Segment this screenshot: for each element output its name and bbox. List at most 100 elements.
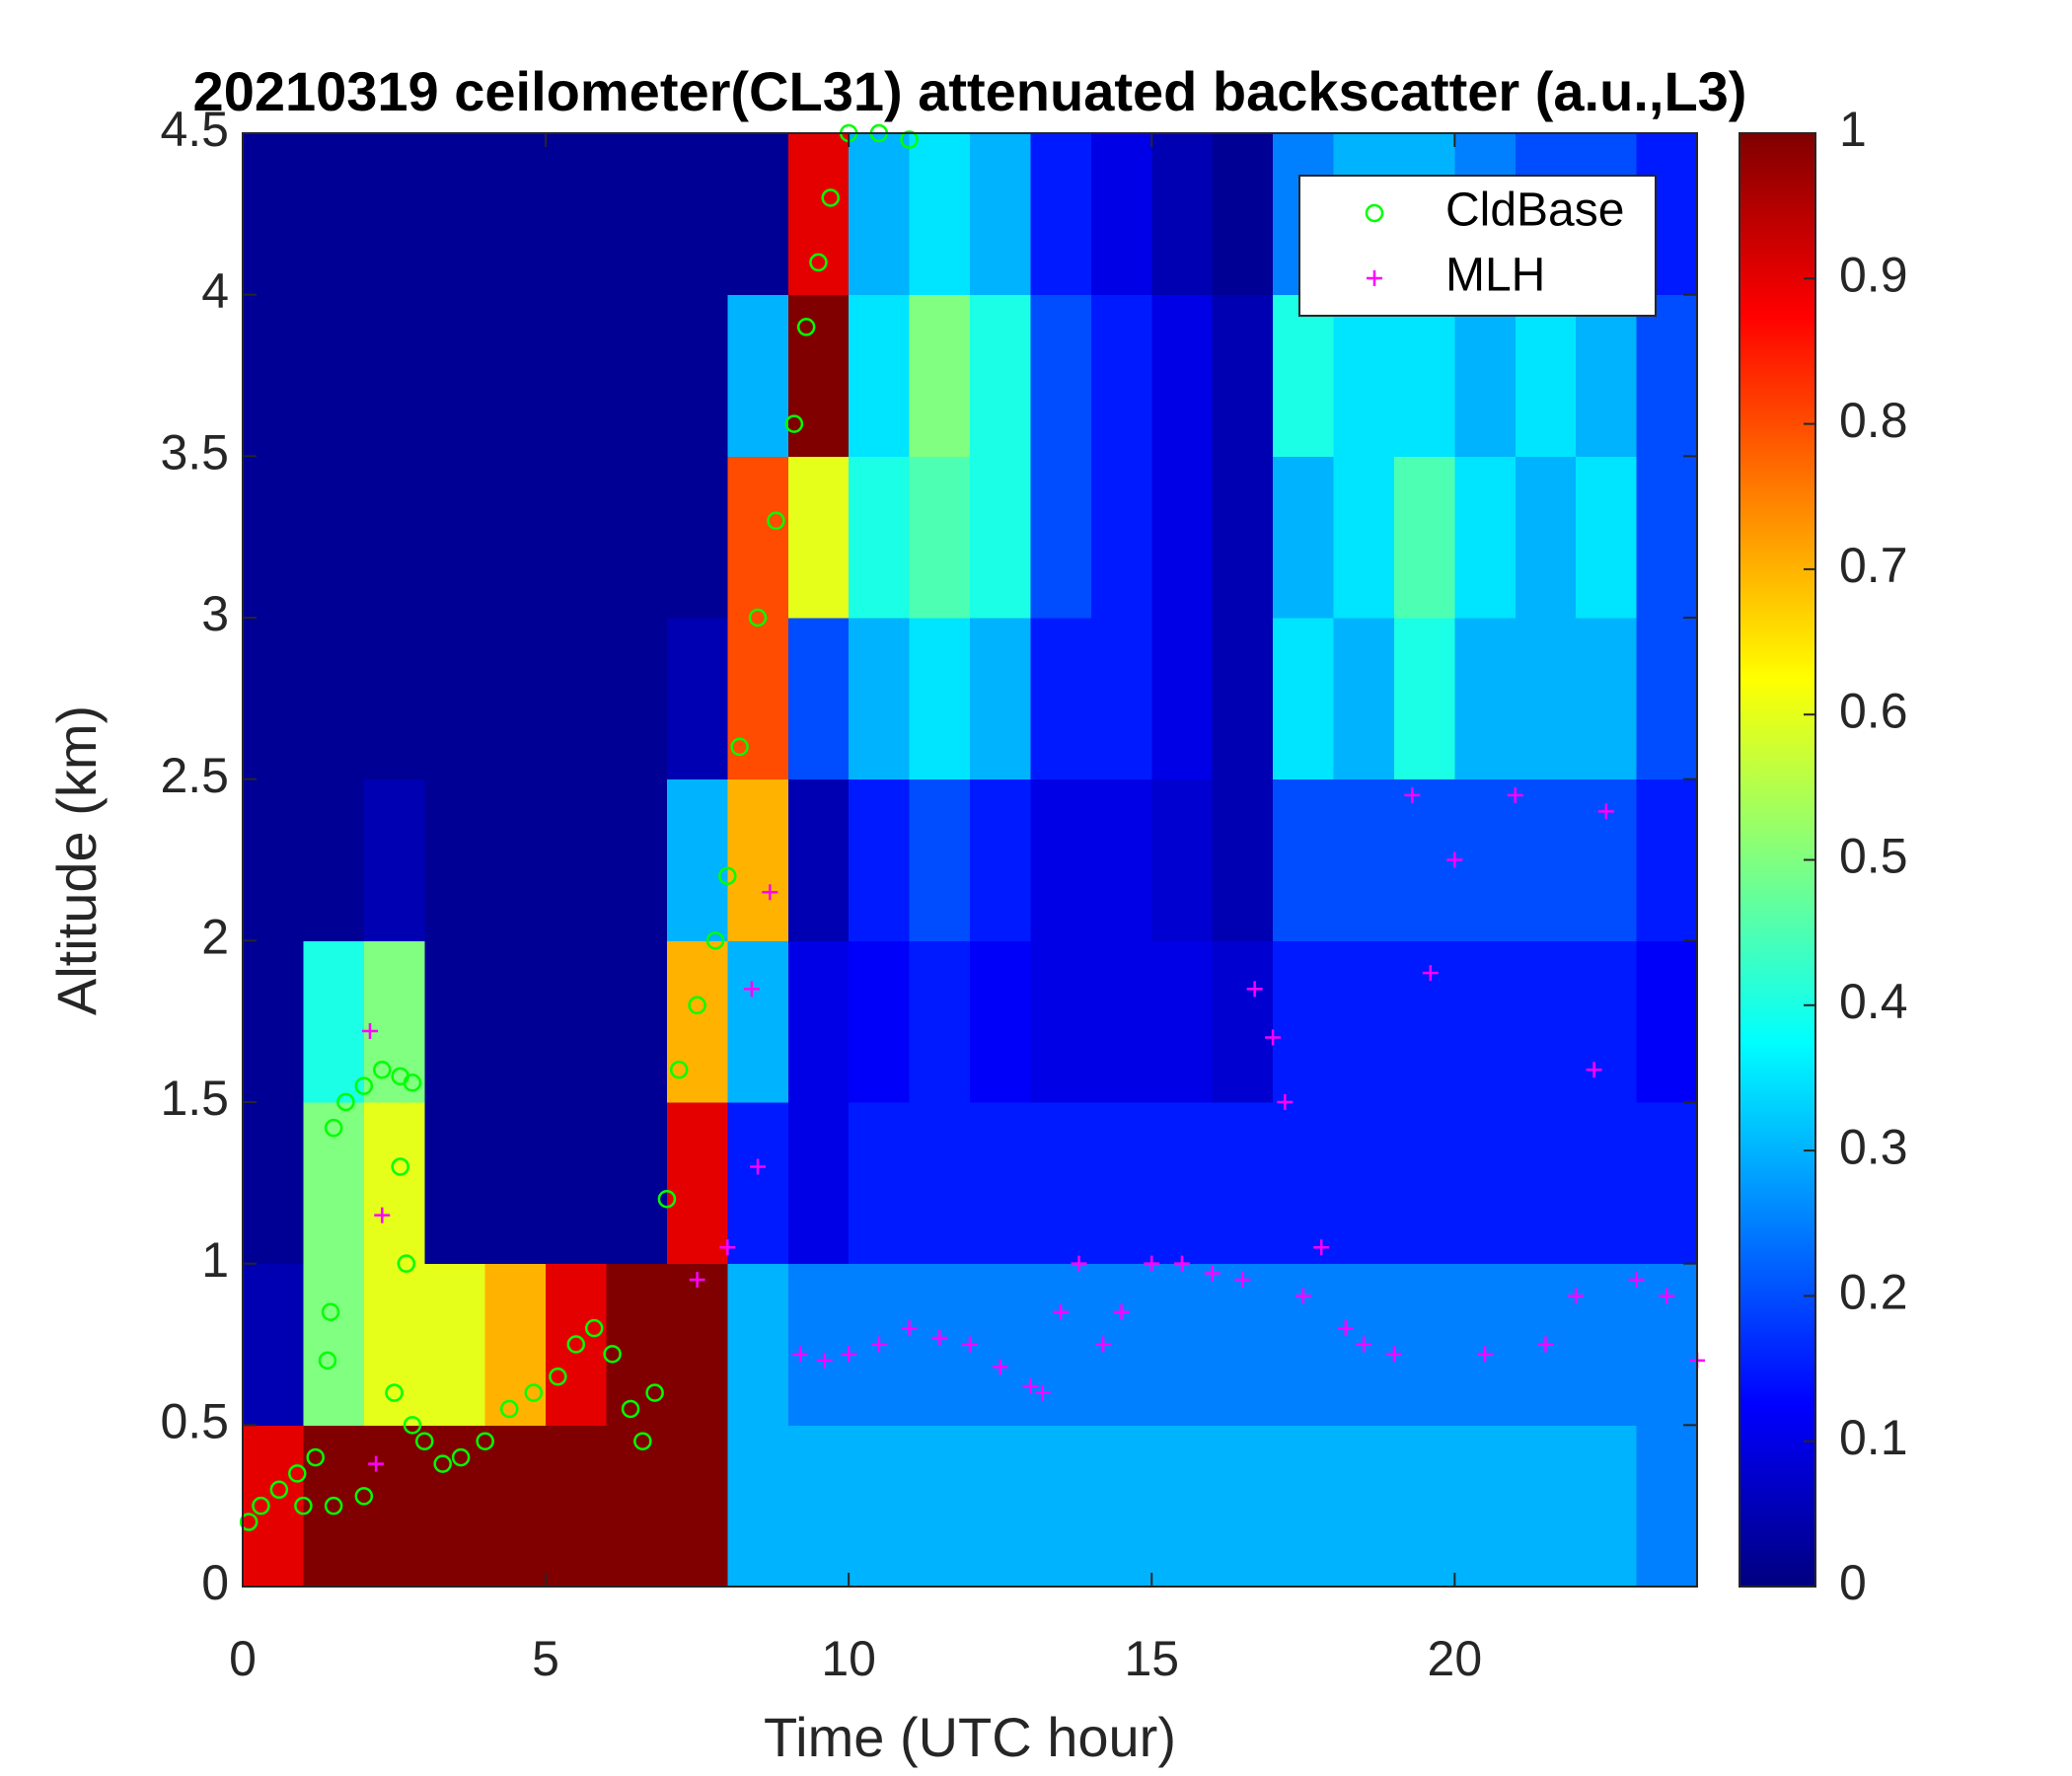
heat-cell	[1212, 940, 1274, 1103]
heat-cell	[1333, 778, 1395, 941]
cloud-base-point	[306, 1447, 325, 1467]
heat-cell	[243, 133, 304, 296]
heat-cell	[1273, 618, 1334, 780]
heat-cell	[606, 456, 668, 619]
heat-cell	[546, 133, 607, 296]
mlh-point	[816, 1352, 833, 1369]
heat-cell	[1454, 1425, 1517, 1588]
legend-box	[1298, 175, 1657, 317]
heat-cell	[1333, 1102, 1395, 1265]
heat-cell	[1576, 1425, 1638, 1588]
heat-cell	[1393, 456, 1455, 619]
heat-cell	[1030, 778, 1092, 941]
heat-cell	[1212, 1263, 1274, 1426]
mlh-point	[1277, 1094, 1294, 1110]
mlh-point	[1022, 1378, 1039, 1395]
y-tick-label: 0	[201, 1555, 229, 1610]
heat-cell	[1273, 778, 1334, 941]
cloud-base-point	[499, 1399, 519, 1419]
colorbar-tick-label: 1	[1839, 102, 1867, 157]
heat-cell	[1393, 1102, 1455, 1265]
heat-cell	[363, 1102, 425, 1265]
plot-frame	[242, 132, 1698, 1588]
heat-cell	[909, 456, 971, 619]
y-axis-label: Altitude (km)	[45, 705, 108, 1015]
cloud-base-point	[433, 1454, 452, 1473]
mlh-point	[1404, 787, 1421, 804]
mlh-point	[1204, 1265, 1221, 1282]
heat-cell	[1515, 1102, 1577, 1265]
heat-cell	[243, 940, 304, 1103]
heat-cell	[1090, 940, 1152, 1103]
heat-cell	[1212, 618, 1274, 780]
heat-cell	[849, 1425, 911, 1588]
heat-cell	[727, 940, 789, 1103]
heat-cell	[1212, 778, 1274, 941]
legend-marker	[1365, 203, 1384, 223]
heat-cell	[1333, 456, 1395, 619]
cloud-base-point	[748, 608, 768, 628]
heat-cell	[424, 294, 486, 457]
heat-cell	[666, 1263, 728, 1426]
mlh-point	[1477, 1346, 1494, 1363]
heat-cell	[970, 1263, 1031, 1426]
heat-cell	[1151, 456, 1214, 619]
heat-cell	[787, 1263, 850, 1426]
heat-cell	[1576, 618, 1638, 780]
cloud-base-point	[645, 1383, 664, 1402]
heat-cell	[1636, 456, 1698, 619]
mlh-point	[962, 1336, 978, 1353]
heat-cell	[546, 1102, 607, 1265]
x-tick-label: 15	[1124, 1631, 1179, 1686]
heat-cell	[546, 456, 607, 619]
mlh-point	[1597, 803, 1614, 820]
mlh-point	[1071, 1255, 1087, 1272]
heat-cell	[1030, 1425, 1092, 1588]
heat-cell	[606, 1263, 668, 1426]
mlh-point	[1246, 981, 1263, 998]
heat-cell	[666, 940, 728, 1103]
heat-cell	[1515, 618, 1577, 780]
heat-cell	[1393, 294, 1455, 457]
heat-cell	[849, 294, 911, 457]
heat-cell	[363, 618, 425, 780]
heat-cell	[1212, 133, 1274, 296]
heat-cell	[1090, 294, 1152, 457]
heat-cell	[727, 294, 789, 457]
heat-cell	[363, 778, 425, 941]
x-tick-label: 0	[229, 1631, 257, 1686]
heat-cell	[787, 456, 850, 619]
mlh-point	[1628, 1272, 1645, 1289]
cloud-base-point	[354, 1487, 374, 1506]
heat-cell	[363, 1425, 425, 1588]
heat-cell	[1454, 778, 1517, 941]
mlh-point	[750, 1158, 767, 1175]
heat-cell	[424, 940, 486, 1103]
heat-cell	[1515, 940, 1577, 1103]
colorbar-tick-label: 0.5	[1839, 829, 1908, 884]
mlh-point	[368, 1455, 385, 1472]
heat-cell	[1212, 294, 1274, 457]
heat-cell	[1393, 618, 1455, 780]
heat-cell	[970, 940, 1031, 1103]
heat-cell	[484, 294, 547, 457]
cloud-base-point	[621, 1399, 640, 1419]
cloud-base-point	[718, 866, 737, 886]
heat-cell	[1151, 1263, 1214, 1426]
mlh-point	[1422, 965, 1439, 982]
mlh-point	[1568, 1288, 1585, 1304]
heat-cell	[484, 456, 547, 619]
cloud-base-point	[451, 1447, 471, 1467]
cloud-base-point	[397, 1254, 416, 1273]
heat-cell	[1273, 294, 1334, 457]
y-tick-label: 1.5	[160, 1071, 229, 1126]
heat-cell	[1393, 940, 1455, 1103]
cloud-base-point	[633, 1432, 652, 1450]
cloud-base-point	[324, 1118, 343, 1138]
heat-cell	[1151, 940, 1214, 1103]
cloud-base-point	[730, 737, 749, 757]
heat-cell	[1151, 133, 1214, 296]
heat-cell	[424, 133, 486, 296]
heat-cell	[727, 618, 789, 780]
legend-marker	[1367, 270, 1382, 286]
